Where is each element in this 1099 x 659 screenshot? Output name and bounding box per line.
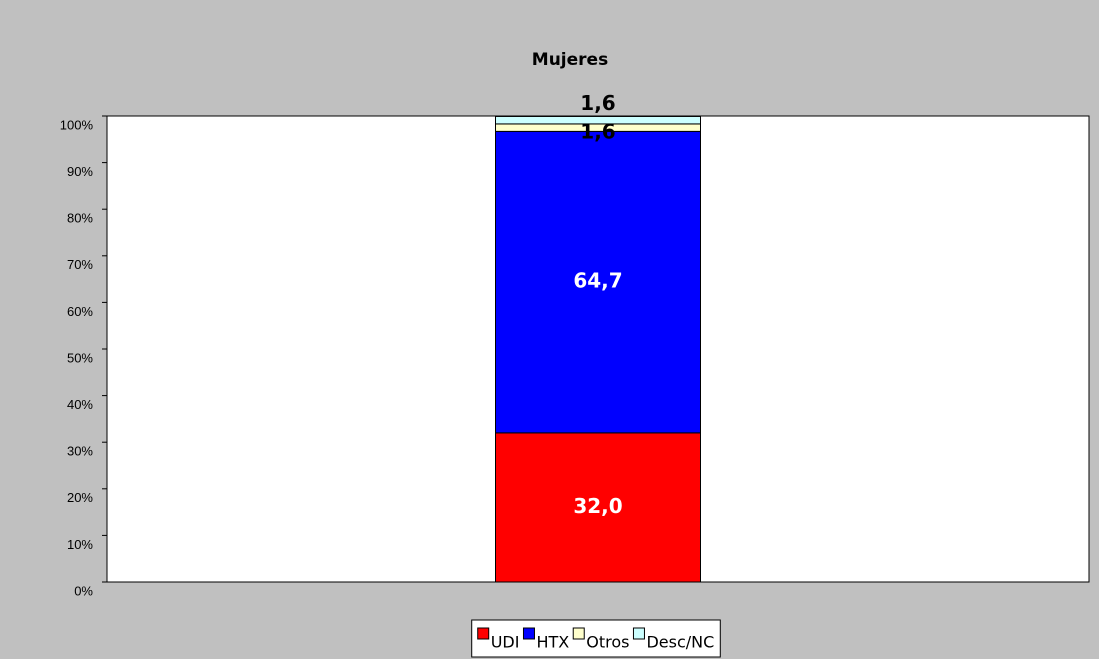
legend-swatch [632,627,645,640]
y-tick-label: 0% [74,583,93,598]
y-tick-label: 20% [67,490,93,505]
bar-segment [495,115,701,125]
data-label: 64,7 [573,269,622,293]
legend-swatch [522,627,535,640]
y-tick-label: 50% [67,350,93,365]
legend-swatch [477,627,490,640]
y-tick-label: 40% [67,397,93,412]
data-label: 1,6 [580,91,615,115]
bar-segment [495,130,701,434]
y-tick-label: 70% [67,257,93,272]
y-tick-label: 90% [67,164,93,179]
legend-label: Otros [586,633,629,652]
legend-label: UDI [491,633,520,652]
chart-title: Mujeres [532,50,608,70]
legend-swatch [572,627,585,640]
y-tick-label: 10% [67,537,93,552]
y-tick-label: 60% [67,304,93,319]
legend-label: Desc/NC [646,633,714,652]
legend-label: HTX [536,633,569,652]
y-tick-label: 80% [67,211,93,226]
legend [471,619,721,658]
data-label: 32,0 [573,494,622,518]
bar-segment [495,432,701,583]
y-tick-label: 30% [67,444,93,459]
y-tick-label: 100% [60,117,94,132]
